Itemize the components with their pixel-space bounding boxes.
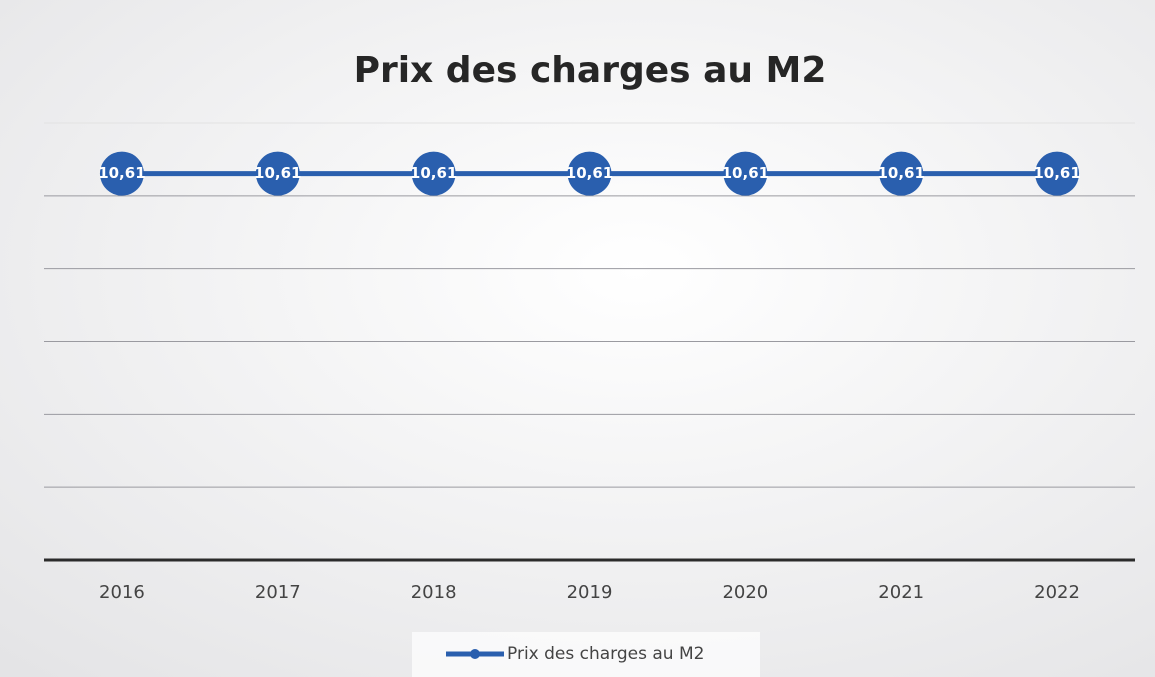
x-tick-label: 2018	[411, 582, 457, 603]
x-tick-label: 2022	[1034, 582, 1080, 603]
data-label: 10,61	[566, 164, 613, 182]
legend-label: Prix des charges au M2	[507, 644, 704, 664]
data-label: 10,61	[1033, 164, 1080, 182]
legend-marker	[470, 649, 480, 659]
data-label: 10,61	[410, 164, 457, 182]
marker	[411, 151, 456, 196]
data-label: 10,61	[877, 164, 924, 182]
marker	[255, 151, 300, 196]
marker	[567, 151, 612, 196]
marker	[1035, 151, 1080, 196]
x-tick-label: 2020	[722, 582, 768, 603]
data-label: 10,61	[722, 164, 769, 182]
marker	[99, 151, 144, 196]
marker	[879, 151, 924, 196]
chart-title: Prix des charges au M2	[354, 50, 827, 91]
x-tick-label: 2016	[99, 582, 145, 603]
x-tick-label: 2019	[567, 582, 613, 603]
data-label: 10,61	[254, 164, 301, 182]
data-label: 10,61	[98, 164, 145, 182]
marker	[723, 151, 768, 196]
x-tick-label: 2021	[878, 582, 924, 603]
x-tick-label: 2017	[255, 582, 301, 603]
